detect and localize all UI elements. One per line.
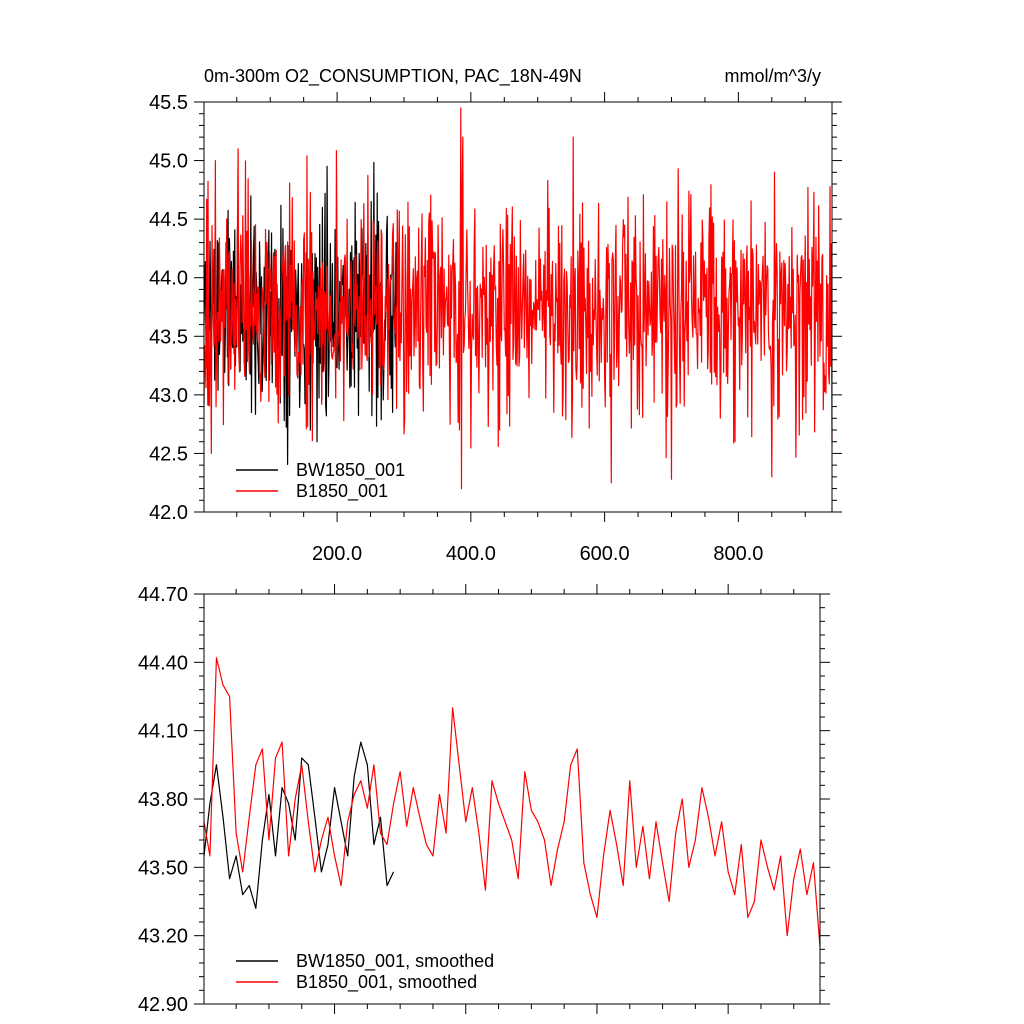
bottom-y-tick-label: 43.20 [138, 926, 188, 948]
top-chart-title: 0m-300m O2_CONSUMPTION, PAC_18N-49N [204, 66, 582, 87]
bottom-y-tick-label: 43.50 [138, 857, 188, 879]
bottom-y-tick-label: 43.80 [138, 789, 188, 811]
bottom-y-tick-label: 44.10 [138, 721, 188, 743]
series-line-bw1850-001-smoothed [203, 741, 395, 909]
top-x-tick-label: 800.0 [713, 543, 763, 565]
top-chart-axes: 42.0 42.5 43.0 43.5 44.0 44.5 45.0 45.5 200.0 400… [149, 92, 842, 565]
top-y-tick-label: 42.5 [149, 443, 188, 465]
series-line-b1850-001-smoothed [203, 657, 821, 948]
legend-label-b1850: B1850_001 [296, 481, 388, 502]
top-y-tick-label: 43.0 [149, 385, 188, 407]
top-chart-series [203, 107, 833, 490]
top-x-tick-label: 200.0 [312, 543, 362, 565]
bottom-chart-frame [203, 593, 821, 1005]
series-line-b1850-001 [203, 107, 833, 490]
top-chart-units: mmol/m^3/y [725, 66, 821, 86]
top-y-tick-label: 44.0 [149, 268, 188, 290]
legend-label-bw1850-smoothed: BW1850_001, smoothed [296, 951, 494, 972]
top-y-tick-label: 45.5 [149, 92, 188, 114]
bottom-chart-axes: 42.90 43.20 43.50 43.80 44.10 44.40 44.70 [138, 584, 830, 1016]
top-y-tick-label: 43.5 [149, 326, 188, 348]
top-x-tick-label: 600.0 [580, 543, 630, 565]
top-x-tick-label: 400.0 [446, 543, 496, 565]
bottom-y-tick-label: 42.90 [138, 994, 188, 1016]
top-y-tick-label: 45.0 [149, 151, 188, 173]
legend-label-bw1850: BW1850_001 [296, 460, 405, 481]
top-y-tick-label: 44.5 [149, 209, 188, 231]
bottom-y-tick-label: 44.40 [138, 652, 188, 674]
top-chart-frame [203, 101, 833, 513]
legend-label-b1850-smoothed: B1850_001, smoothed [296, 972, 477, 993]
top-chart-legend: BW1850_001 B1850_001 [236, 460, 405, 502]
bottom-chart-legend: BW1850_001, smoothed B1850_001, smoothed [236, 951, 494, 993]
top-y-tick-label: 42.0 [149, 502, 188, 524]
bottom-y-tick-label: 44.70 [138, 584, 188, 606]
bottom-chart-series [203, 657, 821, 948]
